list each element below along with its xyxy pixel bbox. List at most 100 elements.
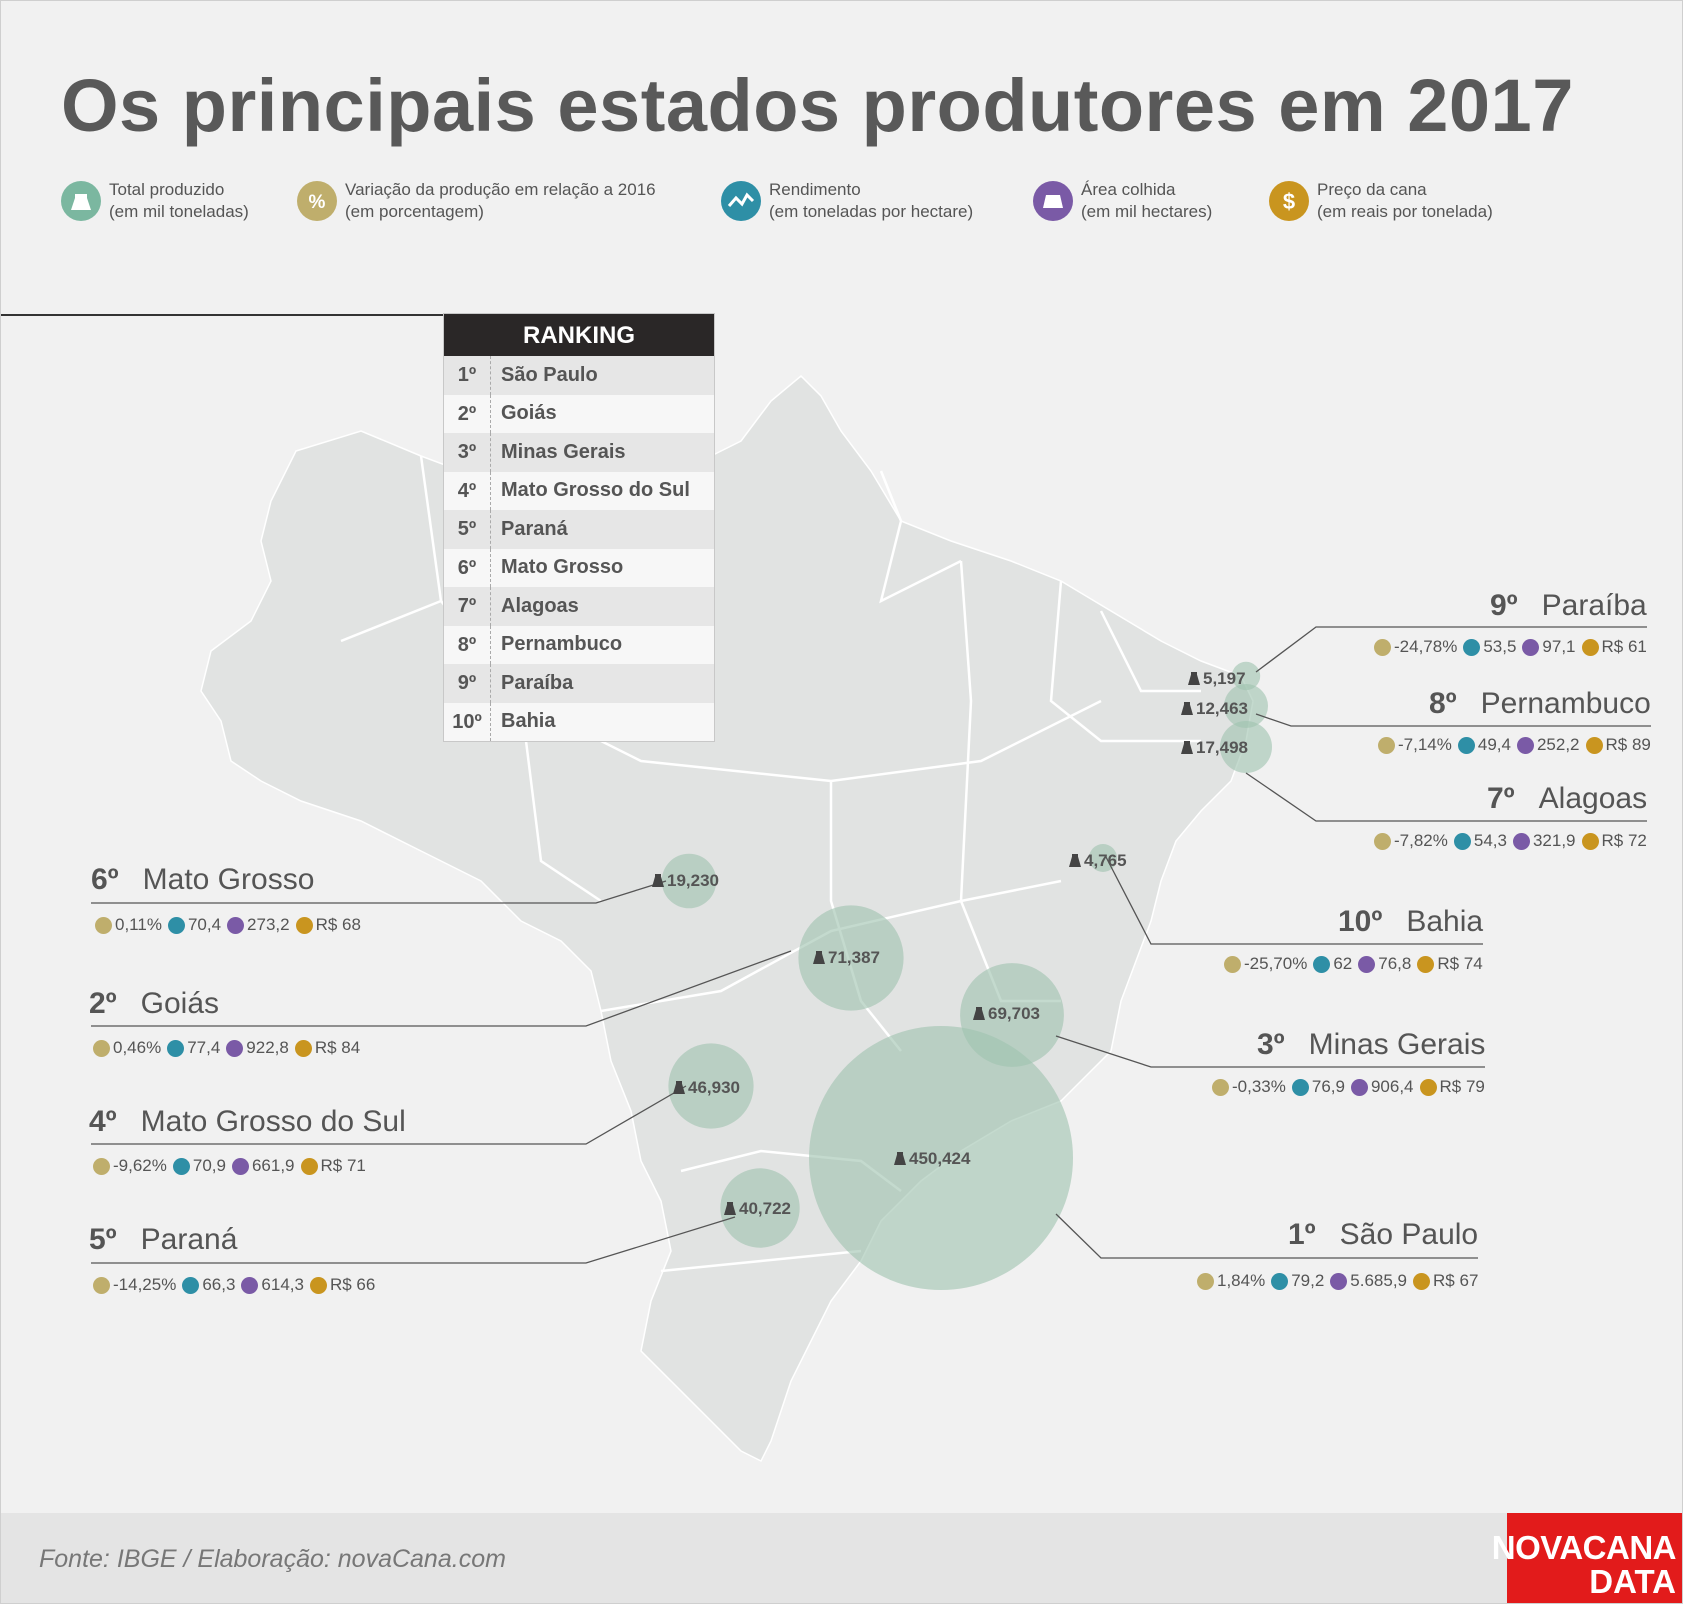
ranking-row: 5º Paraná bbox=[444, 510, 714, 549]
stat-price: R$ 71 bbox=[320, 1156, 366, 1175]
production-text: 17,498 bbox=[1196, 738, 1248, 757]
brand-logo: NOVACANA DATA bbox=[1492, 1513, 1682, 1603]
state-stats: -24,78% 53,5 97,1 R$ 61 bbox=[1368, 637, 1647, 657]
percent-icon bbox=[1197, 1272, 1214, 1290]
page-title: Os principais estados produtores em 2017 bbox=[61, 64, 1574, 147]
ranking-rank: 4º bbox=[444, 471, 491, 510]
stat-price: R$ 79 bbox=[1439, 1077, 1485, 1096]
production-bubble bbox=[661, 853, 717, 909]
state-stats: 0,11% 70,4 273,2 R$ 68 bbox=[89, 915, 361, 935]
dollar-icon bbox=[1581, 638, 1599, 656]
production-text: 46,930 bbox=[688, 1078, 740, 1097]
stat-area: 252,2 bbox=[1536, 735, 1580, 754]
legend-line2: (em porcentagem) bbox=[345, 202, 484, 221]
logo-line2: DATA bbox=[1589, 1563, 1676, 1600]
stat-yield: 77,4 bbox=[187, 1038, 221, 1057]
trend-icon bbox=[1313, 955, 1331, 973]
stat-yield: 70,9 bbox=[192, 1156, 226, 1175]
ranking-rank: 3º bbox=[444, 433, 491, 472]
bubbles bbox=[661, 661, 1272, 1290]
stat-area: 5.685,9 bbox=[1350, 1271, 1408, 1290]
ranking-state: Bahia bbox=[501, 710, 556, 733]
ranking-row: 4º Mato Grosso do Sul bbox=[444, 471, 714, 510]
state-rank: 7º bbox=[1487, 782, 1515, 815]
stat-variation: -9,62% bbox=[113, 1156, 167, 1175]
ranking-state: Paraná bbox=[501, 517, 568, 540]
state-rank: 4º bbox=[89, 1105, 117, 1138]
dollar-icon bbox=[294, 1039, 312, 1057]
percent-icon: % bbox=[297, 181, 337, 221]
production-value: 450,424 bbox=[894, 1149, 970, 1169]
weight-icon bbox=[1188, 672, 1200, 685]
trend-icon bbox=[1457, 736, 1475, 754]
stat-variation: -7,82% bbox=[1394, 831, 1448, 850]
production-text: 12,463 bbox=[1196, 699, 1248, 718]
ranking-row: 2º Goiás bbox=[444, 394, 714, 433]
production-text: 19,230 bbox=[667, 871, 719, 890]
stat-yield: 76,9 bbox=[1311, 1077, 1345, 1096]
stat-area: 321,9 bbox=[1532, 831, 1576, 850]
trend-icon bbox=[167, 916, 185, 934]
production-bubble bbox=[1224, 684, 1268, 728]
production-bubble bbox=[1231, 661, 1261, 691]
state-label: Minas Gerais bbox=[1308, 1028, 1486, 1061]
state-name: 7º Alagoas bbox=[1487, 782, 1647, 816]
production-text: 69,703 bbox=[988, 1004, 1040, 1023]
state-stats: -14,25% 66,3 614,3 R$ 66 bbox=[87, 1275, 375, 1295]
dollar-icon bbox=[300, 1157, 318, 1175]
stat-price: R$ 74 bbox=[1437, 954, 1483, 973]
state-rank: 2º bbox=[89, 987, 117, 1020]
legend-line1: Total produzido bbox=[109, 180, 225, 199]
stat-area: 614,3 bbox=[261, 1275, 304, 1294]
percent-icon bbox=[93, 1039, 110, 1057]
field-icon bbox=[1358, 955, 1376, 973]
legend-line2: (em mil toneladas) bbox=[109, 202, 249, 221]
percent-icon bbox=[93, 1157, 110, 1175]
state-rank: 5º bbox=[89, 1223, 117, 1256]
stat-variation: -14,25% bbox=[113, 1275, 177, 1294]
state-name: 6º Mato Grosso bbox=[91, 863, 314, 897]
percent-icon bbox=[1224, 955, 1241, 973]
percent-icon bbox=[1374, 832, 1391, 850]
production-bubble bbox=[668, 1043, 754, 1129]
production-value: 4,765 bbox=[1069, 851, 1127, 871]
ranking-rank: 10º bbox=[444, 702, 491, 741]
footer: Fonte: IBGE / Elaboração: novaCana.com N… bbox=[1, 1513, 1682, 1603]
production-value: 17,498 bbox=[1181, 738, 1248, 758]
state-name: 5º Paraná bbox=[89, 1223, 237, 1257]
logo-line1: NOVACANA bbox=[1491, 1529, 1677, 1566]
trend-icon bbox=[1453, 832, 1471, 850]
ranking-header: RANKING bbox=[444, 314, 714, 356]
trend-icon bbox=[721, 181, 761, 221]
svg-text:$: $ bbox=[1283, 189, 1295, 214]
dollar-icon bbox=[1419, 1078, 1437, 1096]
production-bubble bbox=[720, 1168, 800, 1248]
field-icon bbox=[1516, 736, 1534, 754]
state-label: Bahia bbox=[1406, 905, 1484, 938]
production-bubble bbox=[1220, 721, 1272, 773]
ranking-state: São Paulo bbox=[501, 363, 598, 386]
state-rank: 8º bbox=[1429, 687, 1457, 720]
weight-icon bbox=[1181, 741, 1193, 754]
state-stats: -7,82% 54,3 321,9 R$ 72 bbox=[1368, 831, 1647, 851]
state-label: São Paulo bbox=[1339, 1218, 1479, 1251]
stat-yield: 66,3 bbox=[202, 1275, 236, 1294]
dollar-icon bbox=[1417, 955, 1435, 973]
stat-variation: -25,70% bbox=[1244, 954, 1308, 973]
state-name: 10º Bahia bbox=[1338, 905, 1483, 939]
ranking-row: 8º Pernambuco bbox=[444, 625, 714, 664]
stat-price: R$ 67 bbox=[1433, 1271, 1479, 1290]
stat-price: R$ 89 bbox=[1605, 735, 1651, 754]
state-rank: 9º bbox=[1490, 589, 1518, 622]
weight-icon bbox=[1181, 702, 1193, 715]
ranking-row: 1º São Paulo bbox=[444, 356, 714, 395]
weight-icon bbox=[673, 1081, 685, 1094]
field-icon bbox=[227, 916, 245, 934]
production-value: 46,930 bbox=[673, 1078, 740, 1098]
trend-icon bbox=[172, 1157, 190, 1175]
production-value: 71,387 bbox=[813, 948, 880, 968]
stat-yield: 70,4 bbox=[187, 915, 222, 934]
ranking-rank: 2º bbox=[444, 394, 491, 433]
ranking-state: Alagoas bbox=[501, 594, 579, 617]
